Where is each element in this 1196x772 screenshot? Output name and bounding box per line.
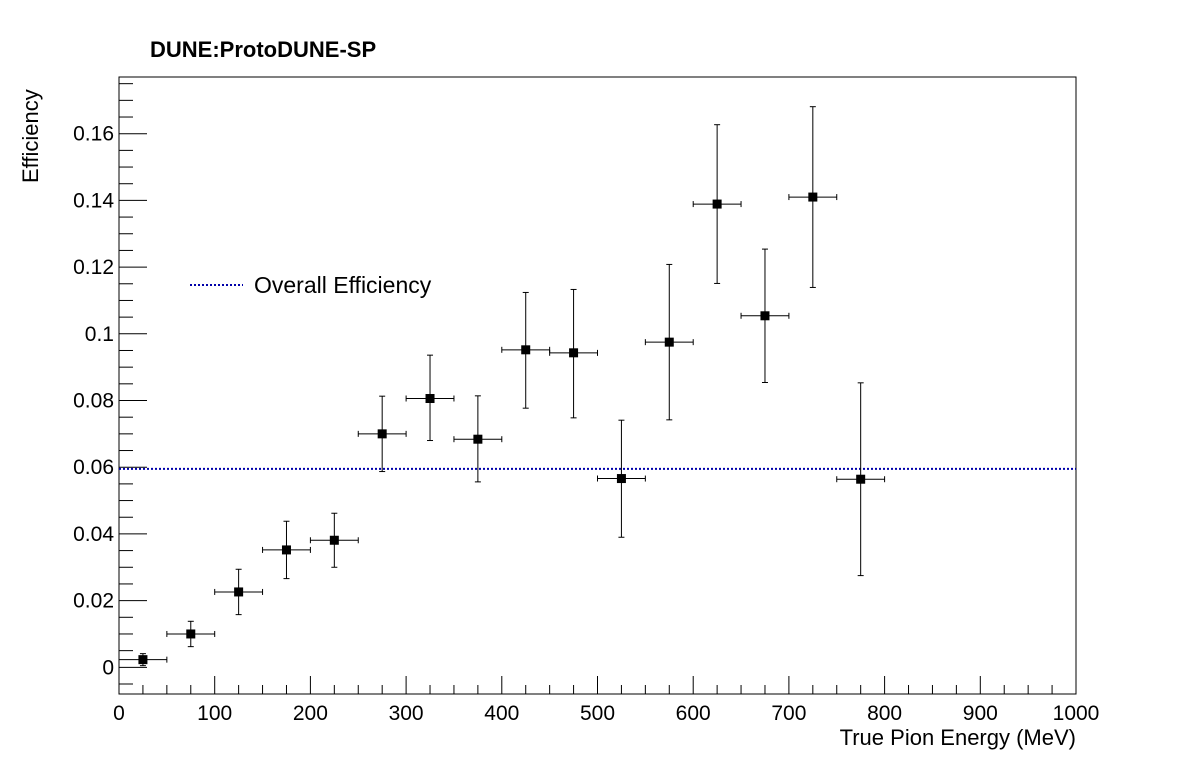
data-point (309, 512, 359, 568)
y-tick-label: 0.06 (73, 456, 114, 479)
y-tick-label: 0.1 (85, 323, 114, 346)
data-point (549, 288, 598, 419)
data-point (788, 106, 838, 288)
x-tick-label: 1000 (1053, 702, 1100, 725)
x-tick-label: 600 (676, 702, 711, 725)
data-marker (712, 199, 722, 209)
x-tick-label: 400 (484, 702, 519, 725)
legend-label: Overall Efficiency (254, 272, 432, 298)
data-point (692, 124, 742, 284)
data-point (214, 568, 264, 616)
data-marker (856, 474, 866, 484)
data-point (118, 653, 168, 667)
y-axis-ticks: 0 0.02 0.04 0.06 0.08 0.1 0.12 0.14 0.16 (73, 83, 147, 685)
data-marker (569, 348, 579, 358)
data-marker (760, 311, 770, 321)
x-axis-ticks: 0 100 200 300 400 500 600 700 800 900 1000 (113, 676, 1099, 725)
data-points (118, 106, 886, 667)
data-marker (521, 345, 531, 355)
data-marker (281, 545, 291, 555)
chart-title: DUNE:ProtoDUNE-SP (150, 37, 376, 62)
data-point (357, 395, 407, 473)
x-axis-label: True Pion Energy (MeV) (840, 725, 1076, 750)
data-point (597, 419, 646, 538)
x-tick-label: 500 (580, 702, 615, 725)
x-tick-label: 0 (113, 702, 125, 725)
legend: Overall Efficiency (190, 272, 432, 298)
data-point (405, 354, 455, 442)
data-marker (186, 629, 196, 639)
y-tick-label: 0.12 (73, 256, 114, 279)
plot-frame (118, 76, 1077, 695)
x-tick-label: 200 (293, 702, 328, 725)
data-marker (234, 587, 244, 597)
data-point (453, 395, 503, 483)
data-point (262, 520, 311, 580)
data-point (501, 291, 551, 409)
x-tick-label: 800 (867, 702, 902, 725)
data-point (740, 248, 790, 383)
y-tick-label: 0.04 (73, 523, 114, 546)
x-tick-label: 100 (197, 702, 232, 725)
data-point (166, 620, 216, 648)
data-marker (664, 337, 674, 347)
y-tick-label: 0.14 (73, 189, 114, 212)
data-point (644, 263, 694, 421)
y-axis-label: Efficiency (18, 89, 43, 183)
x-tick-label: 700 (771, 702, 806, 725)
data-marker (138, 655, 148, 665)
data-marker (329, 535, 339, 545)
y-tick-label: 0.16 (73, 123, 114, 146)
x-tick-label: 300 (389, 702, 424, 725)
y-tick-label: 0.08 (73, 390, 114, 413)
data-point (836, 382, 886, 577)
data-marker (808, 192, 818, 202)
y-tick-label: 0.02 (73, 590, 114, 613)
y-tick-label: 0 (102, 656, 114, 679)
data-marker (425, 394, 435, 404)
data-marker (377, 429, 387, 439)
x-tick-label: 900 (963, 702, 998, 725)
data-marker (473, 434, 483, 444)
data-marker (616, 474, 626, 484)
